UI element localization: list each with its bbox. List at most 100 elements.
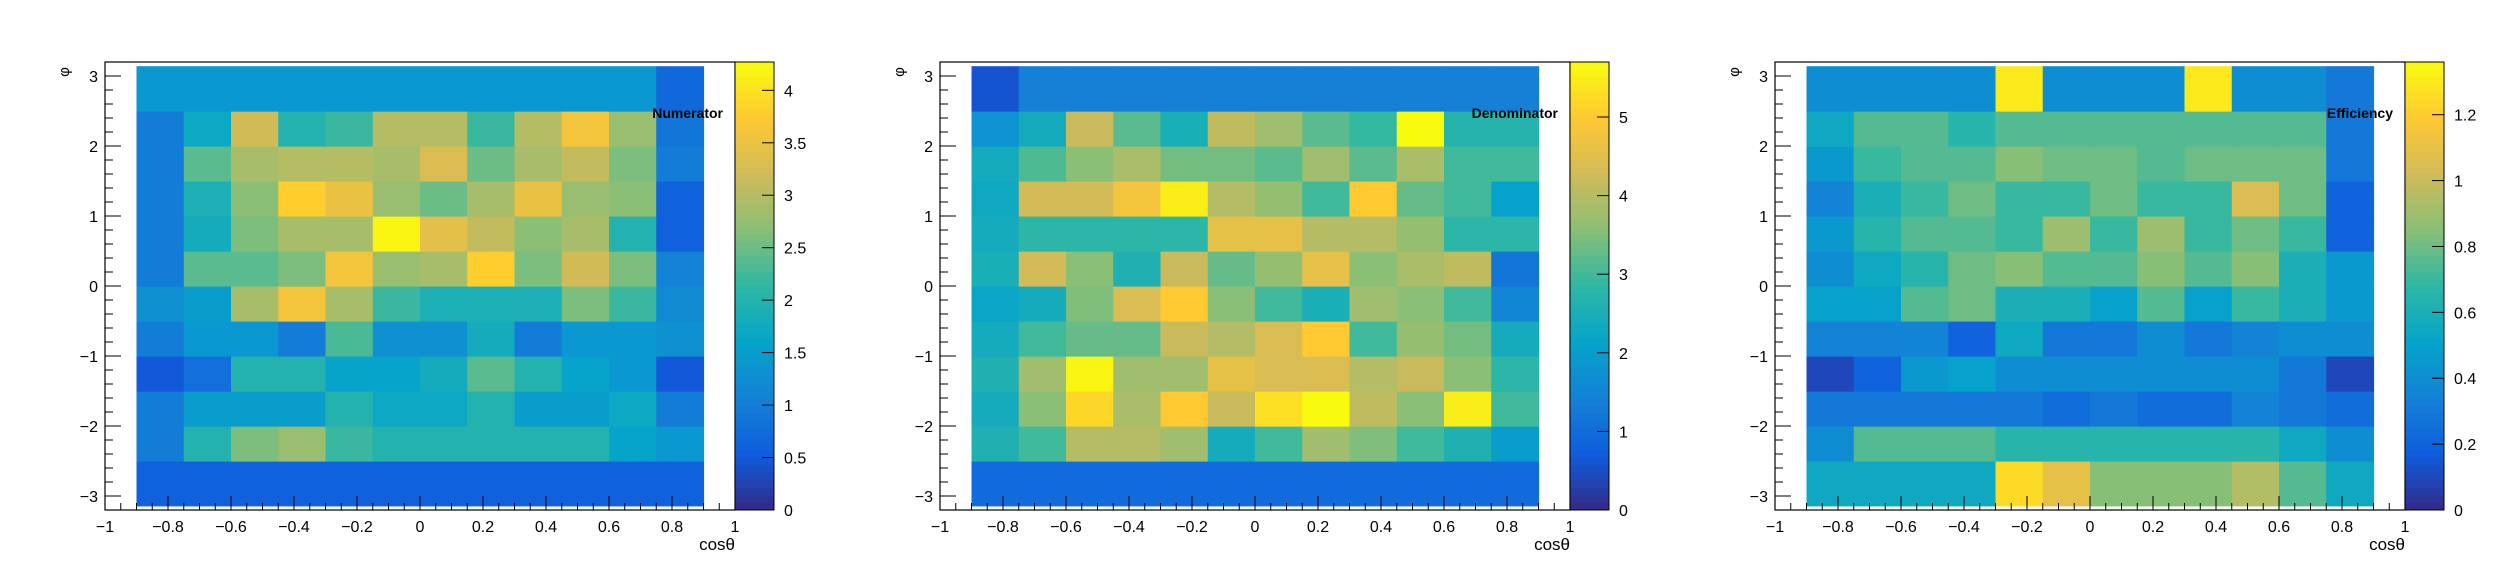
efficiency-cell <box>1806 498 1855 507</box>
efficiency-cell <box>2137 498 2186 507</box>
denominator-color-scale-step <box>1570 241 1609 250</box>
numerator-y-tick-label: −3 <box>80 489 98 506</box>
numerator-cell <box>514 111 563 147</box>
denominator-cell <box>1302 321 1351 357</box>
efficiency-cell <box>1948 216 1997 252</box>
numerator-cell <box>231 321 279 357</box>
denominator-color-scale-step <box>1570 188 1609 197</box>
efficiency-color-scale-step <box>2405 368 2444 377</box>
efficiency-color-scale-step <box>2405 144 2444 153</box>
numerator-color-scale-step <box>735 69 774 78</box>
numerator-cell <box>420 498 468 507</box>
numerator-cell <box>514 391 563 427</box>
efficiency-cell <box>2090 181 2138 217</box>
denominator-cell <box>1255 216 1303 252</box>
efficiency-cell <box>2231 73 2280 112</box>
denominator-cell <box>1349 216 1398 252</box>
efficiency-color-scale-step <box>2405 450 2444 459</box>
efficiency-color-scale-step <box>2405 166 2444 175</box>
denominator-cell <box>1066 391 1114 427</box>
numerator-color-scale-step <box>735 144 774 153</box>
efficiency-color-scale-step <box>2405 263 2444 272</box>
numerator-cell <box>656 391 705 427</box>
efficiency-y-tick-label: −3 <box>1750 489 1768 506</box>
efficiency-color-scale-step <box>2405 114 2444 123</box>
efficiency-x-tick-label: 0.6 <box>2268 519 2290 536</box>
denominator-color-scale-step <box>1570 211 1609 220</box>
denominator-panel: Denominator cosθ φ −1 −0.8 −0.6 −0.4 −0.2 0 0.… <box>891 61 1628 554</box>
denominator-cell <box>971 321 1020 357</box>
efficiency-color-scale-step <box>2405 360 2444 369</box>
denominator-cell <box>1066 251 1114 287</box>
numerator-cell <box>136 356 185 392</box>
denominator-cell <box>1018 286 1067 322</box>
efficiency-cell <box>2231 251 2280 287</box>
denominator-cell <box>1302 461 1351 499</box>
efficiency-color-scale-step <box>2405 286 2444 294</box>
numerator-cell <box>231 461 279 499</box>
denominator-cell <box>1444 461 1492 499</box>
efficiency-cell <box>2326 73 2375 112</box>
denominator-color-scale-step <box>1570 323 1609 332</box>
numerator-cell <box>183 321 232 357</box>
efficiency-cell <box>1901 181 1949 217</box>
denominator-cell <box>1160 111 1209 147</box>
efficiency-cell <box>2326 391 2375 427</box>
denominator-cell <box>971 426 1020 462</box>
numerator-cell <box>420 321 468 357</box>
efficiency-cell <box>2090 216 2138 252</box>
efficiency-cell <box>2326 461 2375 499</box>
efficiency-color-scale-step <box>2405 256 2444 265</box>
denominator-color-scale-step <box>1570 174 1609 182</box>
denominator-cell <box>1396 461 1445 499</box>
denominator-cell <box>1396 426 1445 462</box>
efficiency-cell <box>2231 216 2280 252</box>
numerator-color-scale-tick-label: 1 <box>784 398 793 415</box>
efficiency-cell <box>1948 321 1997 357</box>
numerator-cell <box>278 146 327 182</box>
numerator-cell <box>325 321 374 357</box>
denominator-cell <box>1113 286 1162 322</box>
efficiency-color-scale-step <box>2405 487 2444 496</box>
efficiency-cell <box>2231 391 2280 427</box>
efficiency-color-scale-step <box>2405 91 2444 100</box>
numerator-cell <box>609 73 657 112</box>
denominator-color-scale-step <box>1570 308 1609 317</box>
denominator-cell <box>1207 181 1256 217</box>
efficiency-cell <box>1948 391 1997 427</box>
denominator-cell <box>971 73 1020 112</box>
numerator-y-tick-label: −2 <box>80 419 98 436</box>
numerator-cell <box>514 251 563 287</box>
numerator-color-scale-tick-label: 4 <box>784 83 793 100</box>
numerator-cell <box>136 498 185 507</box>
denominator-cell <box>1160 146 1209 182</box>
numerator-cell <box>561 286 610 322</box>
efficiency-cell <box>1806 426 1855 462</box>
numerator-cell <box>420 216 468 252</box>
efficiency-color-scale-step <box>2405 174 2444 182</box>
numerator-color-scale-frame <box>734 61 775 511</box>
numerator-color-scale-tick-label: 2.5 <box>784 241 806 258</box>
denominator-cell <box>1207 356 1256 392</box>
numerator-cell <box>561 216 610 252</box>
numerator-cell <box>656 146 705 182</box>
efficiency-cell <box>1806 251 1855 287</box>
efficiency-cell <box>2090 73 2138 112</box>
numerator-cell <box>136 286 185 322</box>
efficiency-cell <box>1806 356 1855 392</box>
denominator-cell <box>971 356 1020 392</box>
denominator-x-tick-label: 0.2 <box>1307 519 1329 536</box>
numerator-cell <box>514 498 563 507</box>
efficiency-color-scale-step <box>2405 151 2444 160</box>
numerator-cell <box>561 498 610 507</box>
numerator-cell <box>656 181 705 217</box>
denominator-cell <box>1066 181 1114 217</box>
denominator-cell <box>1396 146 1445 182</box>
denominator-cell <box>1396 321 1445 357</box>
efficiency-cell <box>2042 356 2091 392</box>
efficiency-cell <box>1901 216 1949 252</box>
efficiency-cell <box>2279 181 2327 217</box>
efficiency-cell <box>2231 461 2280 499</box>
numerator-cell <box>136 426 185 462</box>
